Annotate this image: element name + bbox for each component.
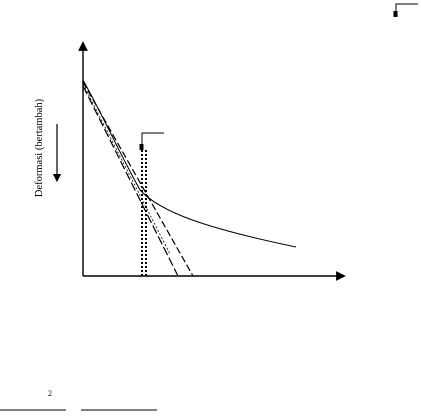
corner-bracket-mark <box>393 3 418 17</box>
vertical-marker-lines <box>141 150 147 276</box>
dashed-line-1 <box>82 81 194 277</box>
y-axis-label: Deformasi (bertambah) <box>34 98 45 197</box>
inset-bracket-mark <box>139 132 164 150</box>
dashed-line-2 <box>82 85 179 277</box>
footer-superscript: 2 <box>48 389 52 398</box>
decay-curve <box>82 79 297 248</box>
dotted-tangent-line <box>82 83 171 255</box>
